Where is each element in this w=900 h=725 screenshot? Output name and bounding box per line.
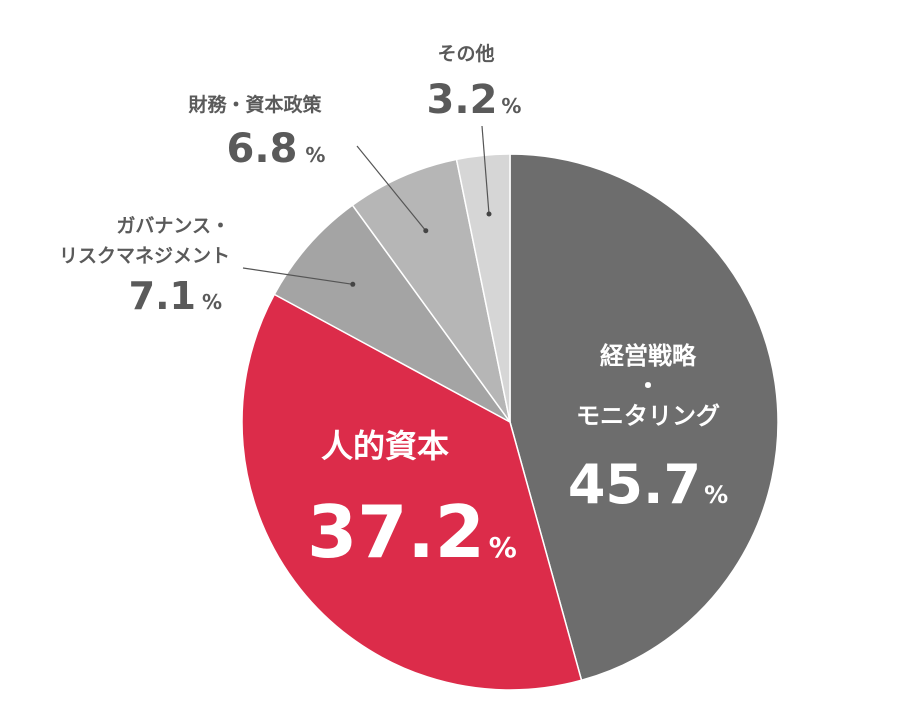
- label-other: その他 3.2%: [427, 42, 522, 123]
- label-finance-capital-policy: 財務・資本政策 6.8%: [188, 93, 325, 172]
- pie-slices: [241, 153, 779, 691]
- leader-lines: [242, 125, 492, 287]
- label-strategy-monitoring-line-3: モニタリング: [576, 402, 720, 430]
- leader-other: [481, 125, 490, 215]
- leader-other-dot: [486, 211, 492, 217]
- value-governance-risk: 7.1%: [129, 274, 222, 318]
- label-governance-risk-line-2: リスクマネジメント: [59, 245, 230, 267]
- value-other: 3.2%: [427, 77, 522, 123]
- label-human-capital-name: 人的資本: [321, 427, 449, 465]
- value-other-unit: %: [501, 94, 521, 118]
- leader-finance-capital-policy-dot: [423, 228, 429, 234]
- value-strategy-monitoring-unit: %: [704, 481, 728, 509]
- value-governance-risk-unit: %: [202, 290, 222, 314]
- value-governance-risk-number: 7.1: [129, 274, 196, 318]
- label-governance-risk: ガバナンス・ リスクマネジメント 7.1%: [59, 215, 230, 318]
- leader-governance-risk-dot: [350, 281, 356, 287]
- value-other-number: 3.2: [427, 77, 498, 123]
- slice-human-capital: [241, 293, 583, 691]
- value-human-capital: 37.2%: [307, 490, 517, 574]
- value-human-capital-number: 37.2: [307, 490, 485, 574]
- label-strategy-monitoring-line-1: 経営戦略: [600, 342, 697, 370]
- value-finance-capital-policy: 6.8%: [227, 126, 326, 172]
- label-human-capital: 人的資本 37.2%: [307, 427, 517, 574]
- value-human-capital-unit: %: [489, 531, 517, 564]
- slice-finance-capital-policy: [351, 158, 511, 423]
- label-strategy-monitoring: 経営戦略 ・ モニタリング 45.7%: [568, 342, 728, 516]
- value-finance-capital-policy-number: 6.8: [227, 126, 298, 172]
- label-finance-capital-policy-name: 財務・資本政策: [188, 93, 322, 116]
- value-strategy-monitoring-number: 45.7: [568, 453, 701, 516]
- label-strategy-monitoring-line-2: ・: [636, 372, 660, 400]
- slice-strategy-monitoring: [509, 153, 779, 682]
- slice-other: [455, 153, 511, 423]
- slice-governance-risk: [273, 204, 511, 423]
- leader-governance-risk: [242, 267, 353, 285]
- value-finance-capital-policy-unit: %: [305, 143, 325, 167]
- label-governance-risk-line-1: ガバナンス・: [116, 215, 230, 237]
- leader-finance-capital-policy: [356, 145, 427, 232]
- value-strategy-monitoring: 45.7%: [568, 453, 728, 516]
- label-other-name: その他: [437, 42, 494, 65]
